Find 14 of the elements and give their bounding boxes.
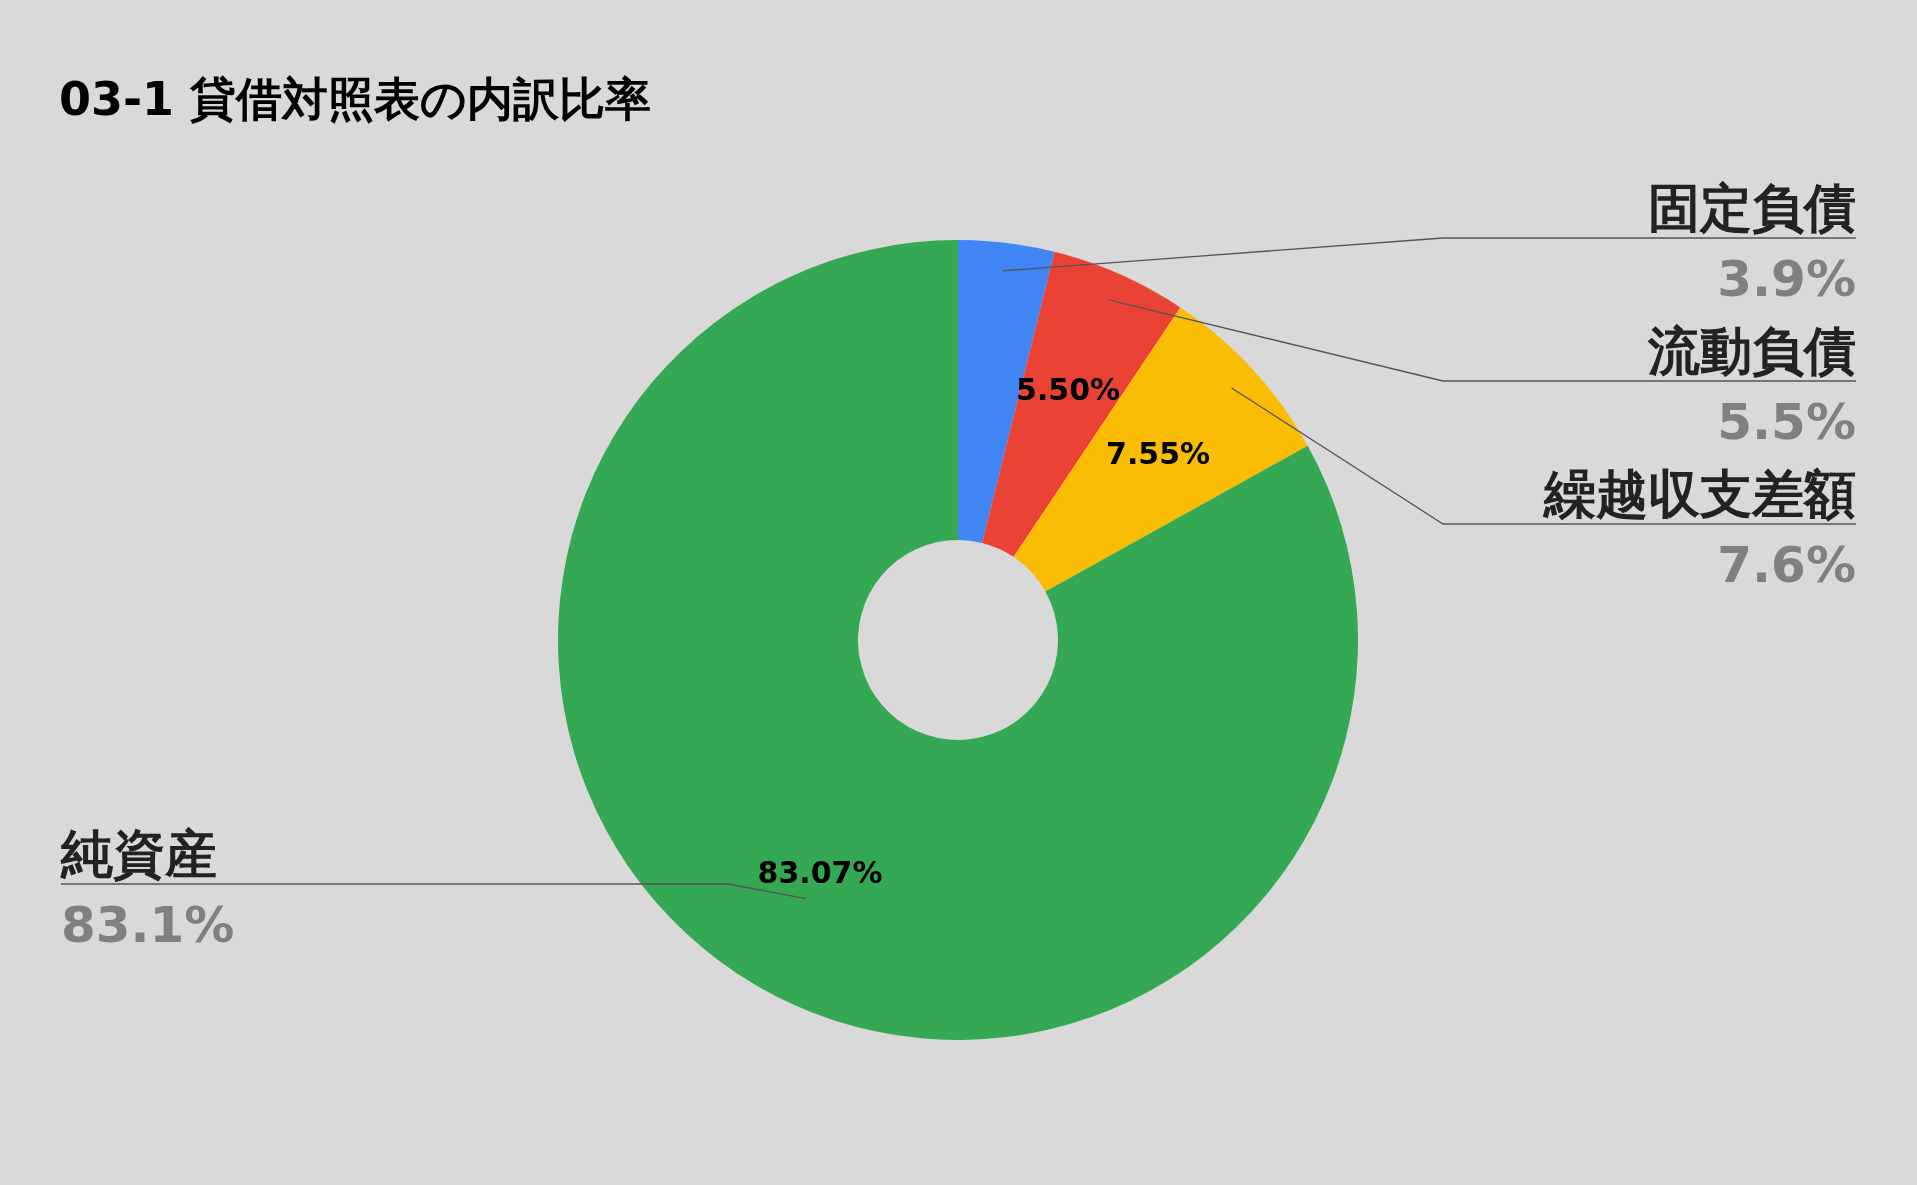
data-label: 5.50% bbox=[1016, 371, 1121, 407]
donut-slice bbox=[1013, 307, 1308, 592]
slice-label: 純資産 bbox=[60, 824, 217, 884]
text: 3.9% bbox=[1717, 250, 1856, 308]
data-label: 83.07% bbox=[757, 854, 883, 890]
slice-label: 固定負債 bbox=[1648, 178, 1856, 238]
slice-label: 流動負債 bbox=[1647, 321, 1856, 381]
text: 83.1% bbox=[61, 896, 235, 954]
data-label: 7.55% bbox=[1106, 436, 1211, 472]
text: 5.5% bbox=[1717, 393, 1856, 451]
chart-title: 03-1 貸借対照表の内訳比率 bbox=[59, 72, 652, 126]
text: 7.6% bbox=[1717, 536, 1856, 594]
donut-slice bbox=[558, 240, 1358, 1040]
slice-label: 繰越収支差額 bbox=[1542, 464, 1856, 524]
